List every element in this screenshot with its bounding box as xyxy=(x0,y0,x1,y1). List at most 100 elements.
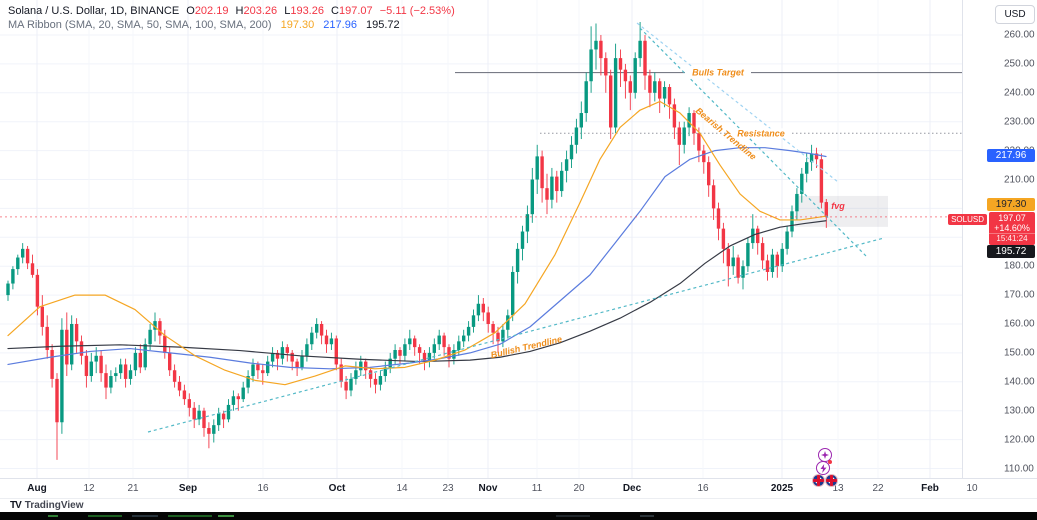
time-tick-label: 12 xyxy=(83,483,95,494)
candle-body xyxy=(437,335,441,345)
candle-body xyxy=(574,127,579,145)
candle-body xyxy=(481,303,485,313)
sma100-line xyxy=(7,220,827,363)
last-price-badge: 197.07 +14.60% 15:41:24 xyxy=(989,211,1035,245)
candle-body xyxy=(672,104,677,128)
price-tick-label: 250.00 xyxy=(1004,58,1035,70)
candle-body xyxy=(515,248,520,272)
chart-legend: Solana / U.S. Dollar, 1D, BINANCE O202.1… xyxy=(8,5,455,33)
fvg-label[interactable]: fvg xyxy=(831,201,845,211)
bullish-trendline-label[interactable]: Bullish Trendline xyxy=(490,334,563,360)
candle-body xyxy=(540,156,544,189)
price-tick-label: 110.00 xyxy=(1004,463,1034,474)
candle-body xyxy=(143,344,147,368)
resistance-label[interactable]: Resistance xyxy=(737,128,785,138)
label-backing xyxy=(685,67,751,78)
candle-body xyxy=(780,248,784,267)
candle-body xyxy=(491,324,495,333)
candle-body xyxy=(800,173,804,194)
sma50-price-badge: 217.96 xyxy=(987,149,1035,163)
candle-body xyxy=(662,87,667,99)
candle-body xyxy=(114,373,118,377)
candle-body xyxy=(819,159,824,203)
candle-body xyxy=(231,396,236,405)
close-label: C xyxy=(331,5,339,17)
candle-body xyxy=(564,159,569,171)
candle-body xyxy=(408,338,412,345)
low-label: L xyxy=(284,5,291,17)
bullish-trendline[interactable] xyxy=(147,237,885,433)
candle-body xyxy=(364,361,368,371)
price-tick-label: 170.00 xyxy=(1004,289,1035,301)
fvg-zone-box[interactable] xyxy=(795,195,888,227)
candle-body xyxy=(270,352,275,362)
candle-body xyxy=(770,254,775,272)
uk-flag-sticker-icon[interactable] xyxy=(825,474,838,487)
candle-body xyxy=(550,176,554,200)
candle-body xyxy=(711,185,716,209)
candle-body xyxy=(560,170,564,192)
candle-body xyxy=(628,81,632,93)
candle-body xyxy=(594,40,598,50)
ma-ribbon-title[interactable]: MA Ribbon (SMA, 20, SMA, 50, SMA, 100, S… xyxy=(8,19,272,31)
candle-body xyxy=(349,378,353,391)
time-axis[interactable]: Aug 12 21 Sep 16 Oct 14 23 Nov 11 20 Dec 16 2025 13 22 F… xyxy=(0,478,1037,499)
sky-trendline[interactable] xyxy=(636,22,839,183)
symbol-price-tag: SOLUSD xyxy=(948,213,987,225)
candle-body xyxy=(280,347,285,359)
label-backing xyxy=(732,128,790,139)
candle-body xyxy=(324,335,329,345)
candle-body xyxy=(618,58,623,70)
candle-body xyxy=(432,344,436,353)
candle-body xyxy=(422,352,427,362)
time-tick-label: 22 xyxy=(872,483,884,494)
sma100-price-badge: 195.72 xyxy=(987,244,1035,258)
time-tick-label: 16 xyxy=(697,483,709,494)
price-tick-label: 120.00 xyxy=(1004,434,1035,446)
candle-body xyxy=(11,269,15,284)
last-price-value: 197.07 xyxy=(998,212,1026,223)
candle-body xyxy=(373,378,378,385)
candle-body xyxy=(65,329,69,365)
taskbar-mark xyxy=(48,515,58,517)
time-tick-label: 2025 xyxy=(770,483,794,494)
tradingview-logo[interactable]: TV TradingView xyxy=(10,500,84,511)
candle-body xyxy=(809,153,814,163)
candle-body xyxy=(457,341,461,351)
price-tick-label: 230.00 xyxy=(1004,116,1035,128)
candle-body xyxy=(677,127,681,145)
sma20-price-badge: 197.30 xyxy=(987,197,1035,211)
price-tick-label: 210.00 xyxy=(1004,174,1035,185)
currency-toggle-button[interactable]: USD xyxy=(995,5,1035,24)
candle-body xyxy=(70,324,74,365)
indicator-legend-row[interactable]: MA Ribbon (SMA, 20, SMA, 50, SMA, 100, S… xyxy=(8,19,455,32)
taskbar-mark xyxy=(132,515,158,517)
candle-body xyxy=(133,352,138,371)
lightning-sticker-icon[interactable] xyxy=(816,460,832,475)
candle-body xyxy=(398,350,402,356)
uk-flag-sticker-icon[interactable] xyxy=(812,474,825,487)
sma20-line xyxy=(7,100,827,386)
candle-body xyxy=(334,338,338,365)
candle-body xyxy=(241,387,245,400)
price-scale[interactable]: USD 260.00250.00240.00230.00220.00210.00… xyxy=(948,0,1037,478)
time-tick-label: 21 xyxy=(127,483,139,494)
candle-body xyxy=(731,257,735,267)
candle-body xyxy=(442,335,446,348)
sma50-value: 217.96 xyxy=(323,19,357,31)
candle-body xyxy=(726,248,730,267)
candle-body xyxy=(599,40,603,59)
candle-body xyxy=(462,335,466,342)
candle-body xyxy=(775,254,779,267)
bulls-target-label[interactable]: Bulls Target xyxy=(692,68,745,78)
candle-body xyxy=(648,75,652,93)
candle-body xyxy=(413,338,417,348)
symbol-legend-row[interactable]: Solana / U.S. Dollar, 1D, BINANCE O202.1… xyxy=(8,5,455,18)
candle-body xyxy=(525,214,530,232)
time-tick-label: Feb xyxy=(921,483,939,494)
time-tick-label: 10 xyxy=(966,483,978,494)
symbol-title[interactable]: Solana / U.S. Dollar, 1D, BINANCE xyxy=(8,5,180,17)
candle-body xyxy=(236,396,240,400)
